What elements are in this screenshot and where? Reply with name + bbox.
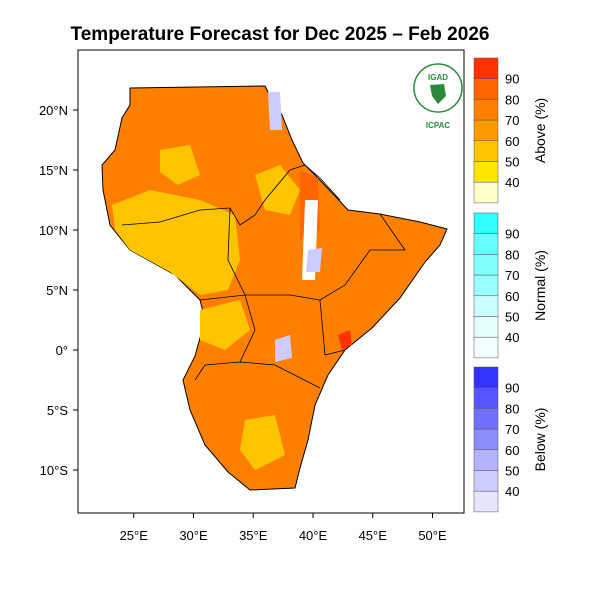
legend-label: 90 xyxy=(505,227,519,242)
legend-label: 80 xyxy=(505,92,519,107)
legend-label: 50 xyxy=(505,464,519,479)
axis-ticks: 20°N 15°N 10°N 5°N 0° 5°S 10°S 25°E 30°E 35°E 40°E… xyxy=(39,103,447,543)
lon-tick-label: 50°E xyxy=(418,528,447,543)
forecast-region xyxy=(101,85,448,491)
legend-label: 50 xyxy=(505,310,519,325)
legend-title: Normal (%) xyxy=(532,250,548,321)
legend-swatch xyxy=(473,274,499,297)
lat-tick-label: 0° xyxy=(56,343,68,358)
legend-swatch xyxy=(473,161,499,183)
legend-label: 60 xyxy=(505,289,519,304)
legend-title: Above (%) xyxy=(532,98,548,163)
legends: 90 80 70 60 50 40 Above (%) 90 80 70 60 50 40 Normal … xyxy=(473,57,548,513)
lat-tick-label: 10°S xyxy=(40,463,69,478)
legend-normal: 90 80 70 60 50 40 Normal (%) xyxy=(473,212,548,359)
lon-tick-label: 40°E xyxy=(299,528,328,543)
lat-tick-label: 5°S xyxy=(47,403,68,418)
legend-label: 80 xyxy=(505,401,519,416)
legend-label: 90 xyxy=(505,381,519,396)
legend-above: 90 80 70 60 50 40 Above (%) xyxy=(473,57,548,204)
logo: IGAD ICPAC xyxy=(413,63,463,130)
legend-label: 70 xyxy=(505,268,519,283)
legend-swatch xyxy=(473,428,499,451)
legend-label: 70 xyxy=(505,422,519,437)
lon-tick-label: 30°E xyxy=(179,528,208,543)
legend-swatch xyxy=(473,295,499,317)
legend-swatch xyxy=(473,387,499,409)
lon-tick-label: 35°E xyxy=(239,528,268,543)
region-below-40 xyxy=(306,248,322,272)
lat-tick-label: 20°N xyxy=(39,103,68,118)
legend-swatch xyxy=(473,78,499,100)
legend-swatch xyxy=(473,233,499,255)
legend-swatch xyxy=(473,336,499,359)
legend-swatch xyxy=(473,57,499,79)
legend-label: 90 xyxy=(505,72,519,87)
legend-swatch xyxy=(473,119,499,142)
logo-icpac: ICPAC xyxy=(426,121,451,130)
lat-tick-label: 15°N xyxy=(39,163,68,178)
map-title: Temperature Forecast for Dec 2025 – Feb … xyxy=(70,24,490,45)
legend-swatch xyxy=(473,254,499,276)
legend-label: 40 xyxy=(505,330,519,345)
legend-swatch xyxy=(473,470,499,492)
legend-label: 40 xyxy=(505,175,519,190)
legend-label: 50 xyxy=(505,155,519,170)
region-below-40 xyxy=(275,335,292,362)
legend-swatch xyxy=(473,316,499,338)
legend-swatch xyxy=(473,181,499,204)
legend-below: 90 80 70 60 50 40 Below (%) xyxy=(473,366,548,513)
legend-swatch xyxy=(473,408,499,430)
region-above-50 xyxy=(240,415,285,470)
country-borders xyxy=(121,164,406,389)
region-above-50 xyxy=(200,300,250,350)
legend-swatch xyxy=(473,449,499,471)
legend-label: 60 xyxy=(505,134,519,149)
legend-swatch xyxy=(473,490,499,513)
legend-swatch xyxy=(473,99,499,121)
legend-title: Below (%) xyxy=(532,408,548,472)
region-above-50 xyxy=(255,165,300,215)
lon-tick-label: 25°E xyxy=(120,528,149,543)
legend-label: 40 xyxy=(505,484,519,499)
lon-tick-label: 45°E xyxy=(359,528,388,543)
logo-igad: IGAD xyxy=(428,73,448,82)
legend-swatch xyxy=(473,140,499,162)
legend-swatch xyxy=(473,212,499,234)
region-below-40 xyxy=(268,92,282,130)
logo-africa-icon xyxy=(430,84,446,104)
legend-label: 80 xyxy=(505,247,519,262)
lat-tick-label: 10°N xyxy=(39,223,68,238)
legend-label: 60 xyxy=(505,443,519,458)
region-above-90 xyxy=(338,330,352,350)
region-above-50 xyxy=(112,190,240,295)
region-above-70 xyxy=(101,85,448,491)
legend-label: 70 xyxy=(505,113,519,128)
legend-swatch xyxy=(473,366,499,388)
lat-tick-label: 5°N xyxy=(46,283,68,298)
region-above-50 xyxy=(160,145,200,185)
